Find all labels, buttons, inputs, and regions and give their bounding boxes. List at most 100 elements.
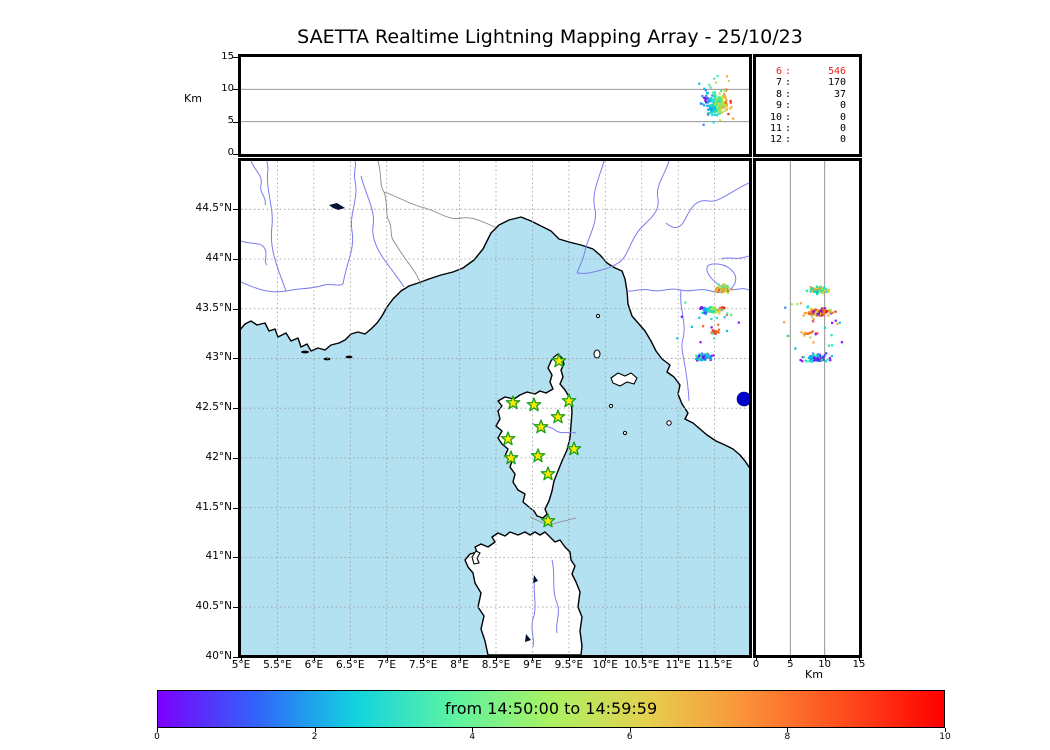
count-row: 7:170 [775,77,846,89]
mainland-coastline [241,161,749,468]
tick-mark [233,607,238,609]
tick-mark [472,728,474,732]
tick-mark [233,259,238,261]
station-star-marker [533,419,549,434]
tick-label: 43.5°N [195,301,232,314]
tick-label: 8°E [450,659,469,671]
station-star-marker [540,513,556,528]
tick-label: 41.5°N [195,500,232,513]
colorbar-tick-label: 2 [311,732,318,742]
country-borders [377,161,577,526]
map-graticule [241,161,749,655]
colorbar-tick-label: 6 [626,732,633,742]
counts-rows: 6:546 7:170 8:37 9:0 10:0 11:0 12:0 [756,66,859,146]
tick-label: 9°E [523,659,542,671]
tick-mark [787,728,789,732]
colorbar-tick-label: 8 [784,732,791,742]
tick-mark [386,657,388,661]
tick-mark [423,657,425,661]
tick-mark [641,657,643,661]
counts-panel: 6:546 7:170 8:37 9:0 10:0 11:0 12:0 [753,54,862,157]
tick-label: 5.5°E [263,659,292,671]
altitude-axis-unit-label: Km [805,668,823,681]
tick-mark [233,121,238,123]
station-star-marker [551,353,567,368]
tick-mark [496,657,497,661]
colorbar-tick-label: 10 [939,732,951,742]
station-star-marker [505,395,521,410]
station-markers [500,353,582,528]
altitude-longitude-panel [238,54,752,157]
tick-mark [233,57,238,58]
tick-mark [233,153,238,155]
tick-mark [233,358,238,360]
station-star-marker [500,431,516,446]
tick-label: 9.5°E [554,659,584,671]
tick-mark [233,89,238,91]
time-colorbar: from 14:50:00 to 14:59:59 [157,690,945,728]
small-islands [593,313,672,436]
tick-label: 40°N [205,649,232,662]
tick-mark [945,728,946,732]
altitude-axis-unit-label: Km [184,92,202,105]
tick-mark [277,657,279,661]
station-star-marker [526,397,542,412]
tick-mark [568,657,570,661]
tick-mark [824,657,826,661]
tick-label: 15 [221,50,234,62]
count-row: 11:0 [769,122,846,134]
tick-mark [233,308,238,310]
tick-label: 10.5°E [624,659,660,671]
tick-label: 42°N [205,450,232,463]
tick-mark [233,457,238,459]
tick-label: 5°E [231,659,251,671]
hyeres-islands [301,350,353,361]
tick-label: 11°E [665,659,691,671]
tick-mark [756,657,757,661]
lake-bolsena [736,391,749,407]
tick-label: 44°N [205,252,232,265]
map-panel [238,158,752,658]
tick-label: 10 [221,82,234,94]
tick-label: 10°E [592,659,618,671]
lightning-sources-scatter [698,75,735,126]
chart-title: SAETTA Realtime Lightning Mapping Array … [297,26,803,48]
count-row: 12:0 [769,134,846,146]
tick-mark [233,656,238,658]
altitude-latitude-plot [783,161,843,655]
tick-mark [157,728,158,732]
tick-label: 7.5°E [408,659,438,671]
tick-mark [459,657,461,661]
asinara-island [471,550,481,565]
tick-label: 11.5°E [696,659,733,671]
tick-mark [605,657,607,661]
altitude-latitude-panel [753,158,862,658]
lightning-sources-scatter [783,285,843,363]
colorbar-label: from 14:50:00 to 14:59:59 [444,699,658,718]
tick-mark [629,728,631,732]
tick-label: 43°N [205,351,232,364]
tick-mark [241,657,242,661]
altitude-longitude-plot [241,75,749,126]
tick-mark [233,408,238,410]
lakes [329,203,749,642]
tick-label: 0 [227,147,234,159]
tick-label: 40.5°N [195,600,232,613]
colorbar-tick-label: 4 [469,732,476,742]
tick-mark [233,209,238,211]
lightning-sources-scatter [676,283,740,362]
station-star-marker [561,393,577,408]
tick-label: 42.5°N [195,401,232,414]
tick-label: 44.5°N [195,202,232,215]
tick-label: 15 [852,659,866,670]
tick-mark [313,657,315,661]
count-row: 6:546 [775,66,846,77]
station-star-marker [540,466,556,481]
station-star-marker [530,448,546,463]
tick-label: 41°N [205,550,232,563]
tick-label: 6°E [304,659,324,671]
count-row: 9:0 [775,100,846,112]
elba-island [610,372,638,387]
tick-mark [714,657,716,661]
